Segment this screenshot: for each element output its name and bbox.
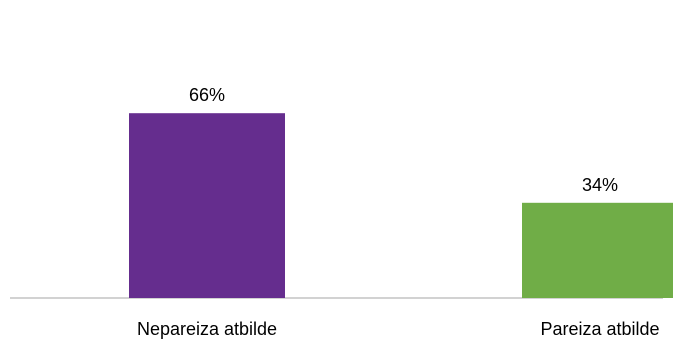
bar-1 xyxy=(129,113,285,298)
bar-2 xyxy=(522,202,673,298)
category-label-2: Pareiza atbilde xyxy=(540,319,659,339)
category-labels: Nepareiza atbilde Pareiza atbilde xyxy=(137,319,660,339)
value-label-1: 66% xyxy=(189,85,225,105)
category-label-1: Nepareiza atbilde xyxy=(137,319,277,339)
value-label-2: 34% xyxy=(582,175,618,195)
value-labels: 66% 34% xyxy=(189,85,618,195)
bars xyxy=(129,113,673,298)
